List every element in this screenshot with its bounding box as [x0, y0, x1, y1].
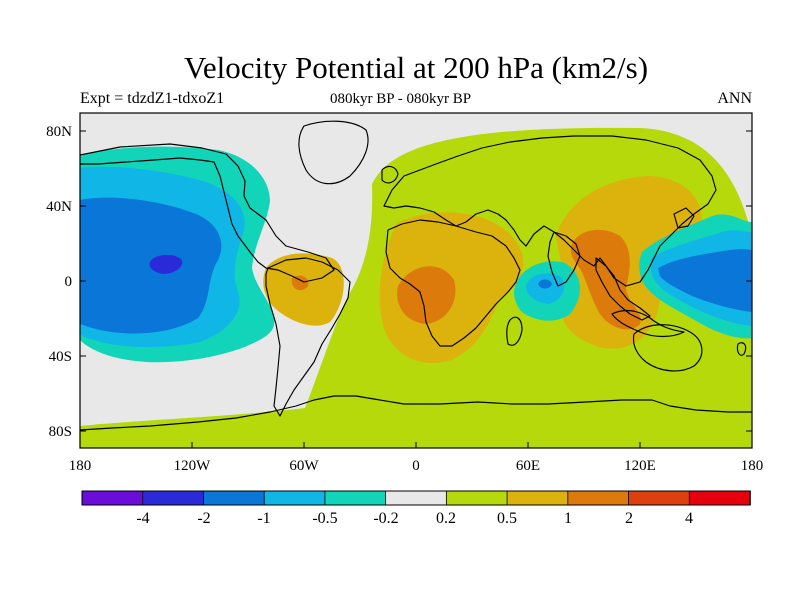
x-tick-label-120e: 120E	[624, 458, 656, 474]
y-tick-label-80n: 80N	[46, 124, 72, 140]
uk-coastline	[381, 165, 399, 184]
legend-swatch	[263, 490, 326, 506]
y-tick-label-0: 0	[65, 274, 73, 290]
maritime-continent-coastline	[611, 309, 685, 338]
north-america-coastline	[80, 143, 335, 283]
x-tick-label-0: 0	[412, 458, 420, 474]
legend-frame	[81, 490, 751, 506]
africa-dark-orange-region	[397, 266, 456, 324]
experiment-label: Expt = tdzdZ1-tdxoZ1	[80, 90, 225, 107]
y-tick-label-40s: 40S	[49, 349, 72, 365]
period-label: 080kyr BP - 080kyr BP	[330, 91, 472, 107]
legend-swatch	[324, 490, 387, 506]
x-tick-label-60w: 60W	[289, 458, 319, 474]
madagascar-coastline	[506, 316, 523, 346]
south-america-coastline	[265, 257, 351, 417]
map-field	[80, 113, 752, 448]
legend-label: 2	[625, 510, 633, 527]
legend-label: 0.2	[436, 510, 456, 527]
legend-label: -1	[257, 510, 270, 527]
south-america-orange-region	[263, 253, 344, 326]
legend-label: -0.5	[312, 510, 337, 527]
y-tick-label-40n: 40N	[46, 199, 72, 215]
legend-label: -2	[197, 510, 210, 527]
antarctica-coastline	[80, 395, 752, 431]
season-label: ANN	[717, 90, 752, 107]
legend-swatch	[688, 490, 751, 506]
x-axis-labels: 180 120W 60W 0 60E 120E 180	[69, 458, 764, 474]
legend-swatch	[628, 490, 691, 506]
west-pacific-blue-region	[658, 249, 752, 312]
new-zealand-coastline	[736, 342, 747, 356]
legend-swatch	[567, 490, 630, 506]
y-tick-label-80s: 80S	[49, 424, 72, 440]
south-america-dark-orange-region	[291, 275, 309, 291]
legend-swatch	[506, 490, 569, 506]
greenland-coastline	[298, 120, 369, 185]
indian-ocean-light-blue-region	[526, 273, 565, 304]
legend-swatch	[203, 490, 265, 506]
x-tick-label-120w: 120W	[174, 458, 212, 474]
east-pacific-dark-blue-core	[149, 254, 183, 274]
australia-coastline	[632, 324, 703, 372]
x-tick-label-60e: 60E	[516, 458, 540, 474]
legend-label: 4	[685, 510, 693, 527]
asia-dark-orange-region	[570, 229, 641, 330]
africa-coastline	[385, 219, 521, 347]
southeast-asia-coastline	[595, 257, 651, 321]
legend-label: -4	[136, 510, 149, 527]
japan-coastline	[673, 207, 695, 229]
india-coastline	[547, 231, 581, 287]
map-title: Velocity Potential at 200 hPa (km2/s)	[183, 50, 649, 85]
legend-label: 1	[564, 510, 572, 527]
europe-asia-coastline	[383, 135, 717, 287]
x-tick-label-180-left: 180	[69, 458, 92, 474]
legend-label: -0.2	[373, 510, 398, 527]
legend-swatches	[81, 490, 751, 506]
legend-swatch	[142, 490, 205, 506]
y-axis-ticks	[80, 130, 752, 432]
legend-swatch	[385, 490, 448, 506]
legend-swatch	[445, 490, 508, 506]
y-axis-labels: 80N 40N 0 40S 80S	[46, 124, 72, 440]
color-legend: -4 -2 -1 -0.5 -0.2 0.2 0.5 1 2 4	[81, 490, 751, 527]
x-axis-ticks	[79, 442, 753, 448]
x-tick-label-180-right: 180	[741, 458, 764, 474]
legend-swatch	[81, 490, 144, 506]
indian-ocean-blue-core	[538, 279, 552, 289]
legend-labels: -4 -2 -1 -0.5 -0.2 0.2 0.5 1 2 4	[136, 510, 693, 527]
legend-label: 0.5	[497, 510, 517, 527]
coastlines	[80, 120, 752, 431]
